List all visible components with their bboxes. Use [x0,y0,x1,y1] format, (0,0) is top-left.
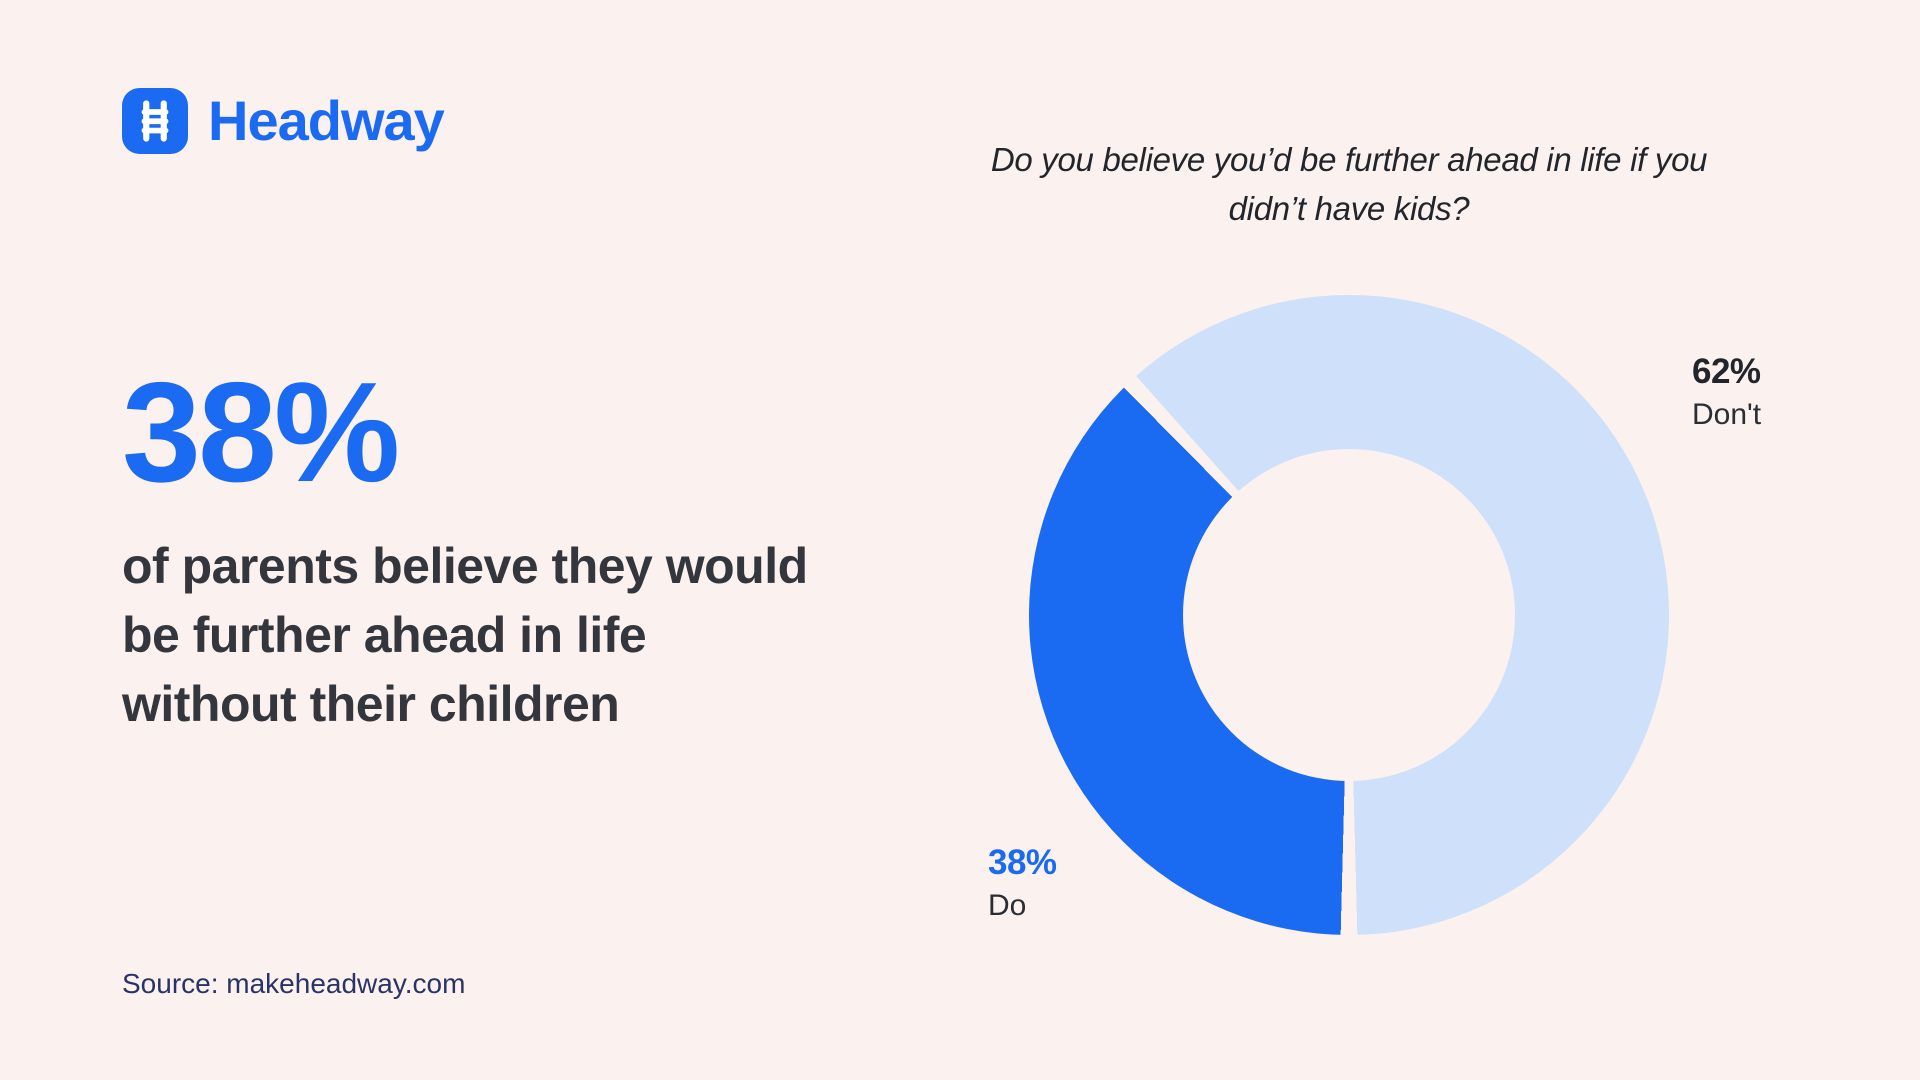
source-note: Source: makeheadway.com [122,968,466,999]
slice-do-percentage: 38% [988,843,1057,882]
donut-hole [1182,448,1516,782]
headway-logo: Headway [122,88,445,154]
stat-block: 38% of parents believe they would be fur… [122,362,842,739]
slice-dont-percentage: 62% [1692,352,1761,391]
chart-title: Do you believe you’d be further ahead in… [990,141,1708,227]
slice-do-name: Do [988,889,1027,922]
ladder-icon [122,88,188,154]
stat-percentage: 38% [122,353,400,512]
donut-chart [1029,295,1669,935]
slice-label-do: 38% Do [988,843,1057,923]
brand-name: Headway [208,89,445,152]
slice-dont-name: Don't [1692,398,1762,431]
stat-description: of parents believe they would be further… [122,538,808,732]
slice-label-dont: 62% Don't [1692,352,1761,432]
